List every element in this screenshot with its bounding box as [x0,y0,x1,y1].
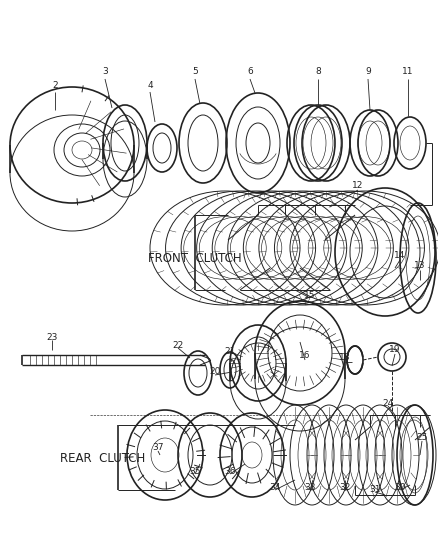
Text: 6: 6 [247,68,253,77]
Text: 22: 22 [173,341,184,350]
Text: 16: 16 [299,351,311,359]
Text: 11: 11 [402,68,414,77]
Text: 32: 32 [339,483,351,492]
Text: 3: 3 [102,68,108,77]
Text: 4: 4 [147,80,153,90]
Text: 24: 24 [382,399,394,408]
Text: 20: 20 [209,367,221,376]
Text: REAR  CLUTCH: REAR CLUTCH [60,451,145,464]
Text: 30: 30 [394,483,406,492]
Text: 18: 18 [339,353,351,362]
Text: 35: 35 [189,467,201,477]
Text: FRONT  CLUTCH: FRONT CLUTCH [148,252,242,264]
Text: 8: 8 [315,68,321,77]
Text: 13: 13 [414,261,426,270]
Text: 19: 19 [389,345,401,354]
Text: 25: 25 [416,433,427,442]
Text: 37: 37 [152,443,164,453]
Text: 12: 12 [352,181,364,190]
Text: 34: 34 [269,483,281,492]
Text: 33: 33 [304,483,316,492]
Text: 9: 9 [365,68,371,77]
Text: 14: 14 [394,251,406,260]
Text: 2: 2 [52,80,58,90]
Text: 15: 15 [304,290,316,300]
Text: 31: 31 [369,486,381,495]
Text: 36: 36 [224,467,236,477]
Text: 5: 5 [192,68,198,77]
Text: 23: 23 [46,334,58,343]
Text: 21: 21 [224,348,236,357]
